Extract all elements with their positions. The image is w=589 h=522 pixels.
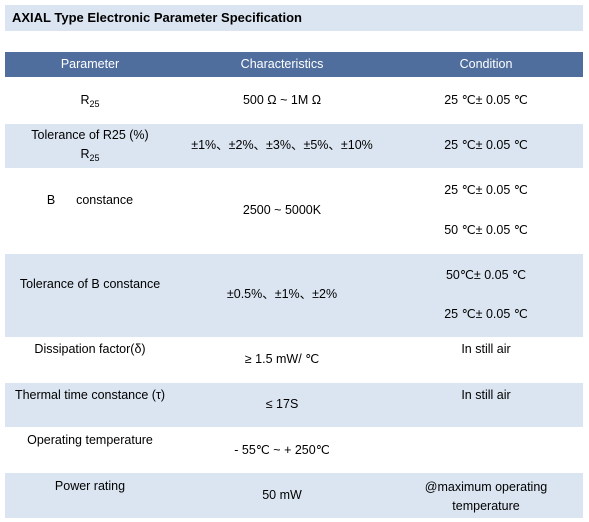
condition: 50 ℃± 0.05 ℃ xyxy=(444,223,528,237)
param: Dissipation factor(δ) xyxy=(34,342,146,356)
condition: 25 ℃± 0.05 ℃ xyxy=(444,93,528,107)
param-sub: 25 xyxy=(89,99,100,109)
condition: 25 ℃± 0.05 ℃ xyxy=(444,138,528,152)
param: Thermal time constance (τ) xyxy=(14,388,166,402)
row-bg xyxy=(5,383,583,427)
condition: 50℃± 0.05 ℃ xyxy=(445,268,527,282)
header-bar xyxy=(5,52,583,77)
param: Power rating xyxy=(54,479,126,493)
row-bg xyxy=(5,124,583,168)
param-text: R xyxy=(80,147,90,161)
header-cell: Condition xyxy=(459,57,513,71)
condition: In still air xyxy=(461,342,511,356)
characteristics: 500 Ω ~ 1M Ω xyxy=(242,93,322,107)
param: B constance xyxy=(46,193,134,207)
param-sub: 25 xyxy=(89,153,100,163)
condition: 25 ℃± 0.05 ℃ xyxy=(444,183,528,197)
title: AXIAL Type Electronic Parameter Specific… xyxy=(12,10,302,25)
row-bg xyxy=(5,473,583,518)
characteristics: ±0.5%、±1%、±2% xyxy=(226,287,338,301)
param: R25 xyxy=(80,92,99,112)
characteristics: 50 mW xyxy=(262,488,302,502)
condition: In still air xyxy=(461,388,511,402)
condition: 25 ℃± 0.05 ℃ xyxy=(444,307,528,321)
characteristics: ≤ 17S xyxy=(265,397,299,411)
characteristics: ±1%、±2%、±3%、±5%、±10% xyxy=(191,138,373,152)
header-cell: Characteristics xyxy=(240,57,324,71)
header-cell: Parameter xyxy=(60,57,120,71)
param: Operating temperature xyxy=(27,433,153,447)
param-text: R xyxy=(80,93,90,107)
characteristics: 2500 ~ 5000K xyxy=(242,203,322,217)
condition: @maximum operating temperature xyxy=(424,480,548,513)
title-bar xyxy=(5,5,583,31)
param: R25 xyxy=(80,146,99,166)
param: Tolerance of B constance xyxy=(19,277,161,291)
characteristics: ≥ 1.5 mW/ ℃ xyxy=(244,352,320,366)
param: Tolerance of R25 (%) xyxy=(31,128,149,142)
row-bg xyxy=(5,254,583,337)
characteristics: - 55℃ ~ + 250℃ xyxy=(234,443,330,457)
